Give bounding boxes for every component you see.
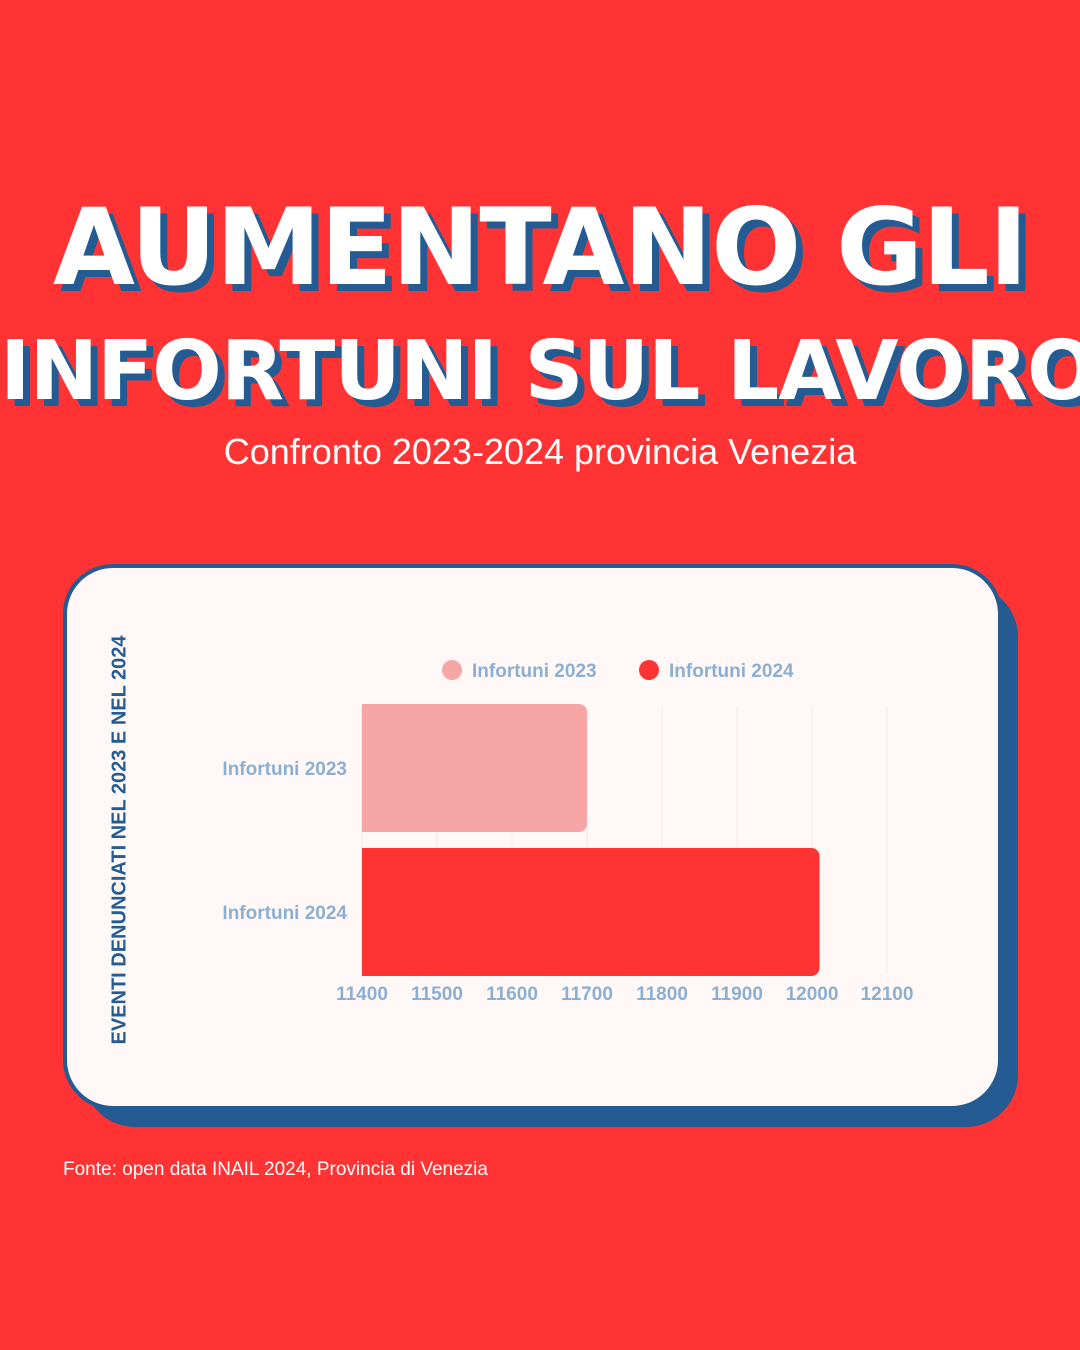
- bar-2024: [362, 848, 820, 976]
- x-tick-label-11800: 11800: [636, 984, 688, 1005]
- category-label-2023: Infortuni 2023: [222, 759, 347, 780]
- source-note: Fonte: open data INAIL 2024, Provincia d…: [63, 1159, 488, 1180]
- bar-2023: [362, 704, 587, 832]
- legend-swatch-2023: [442, 660, 462, 680]
- title-line-1: AUMENTANO GLI: [52, 186, 1028, 309]
- legend-label-2024: Infortuni 2024: [669, 661, 794, 682]
- x-tick-label-11600: 11600: [486, 984, 538, 1005]
- x-tick-label-11400: 11400: [336, 984, 388, 1005]
- x-tick-label-11700: 11700: [561, 984, 613, 1005]
- x-tick-label-11900: 11900: [711, 984, 763, 1005]
- chart-side-label: EVENTI DENUNCIATI NEL 2023 E NEL 2024: [108, 635, 131, 1045]
- title-line-2: INFORTUNI SUL LAVORO: [0, 324, 1080, 419]
- x-tick-label-12100: 12100: [861, 984, 914, 1005]
- subtitle: Confronto 2023-2024 provincia Venezia: [223, 431, 857, 472]
- x-tick-label-12000: 12000: [786, 984, 839, 1005]
- category-label-2024: Infortuni 2024: [222, 903, 347, 924]
- legend-label-2023: Infortuni 2023: [472, 661, 597, 682]
- chart-card: [63, 564, 1002, 1110]
- legend-swatch-2024: [639, 660, 659, 680]
- x-tick-label-11500: 11500: [411, 984, 463, 1005]
